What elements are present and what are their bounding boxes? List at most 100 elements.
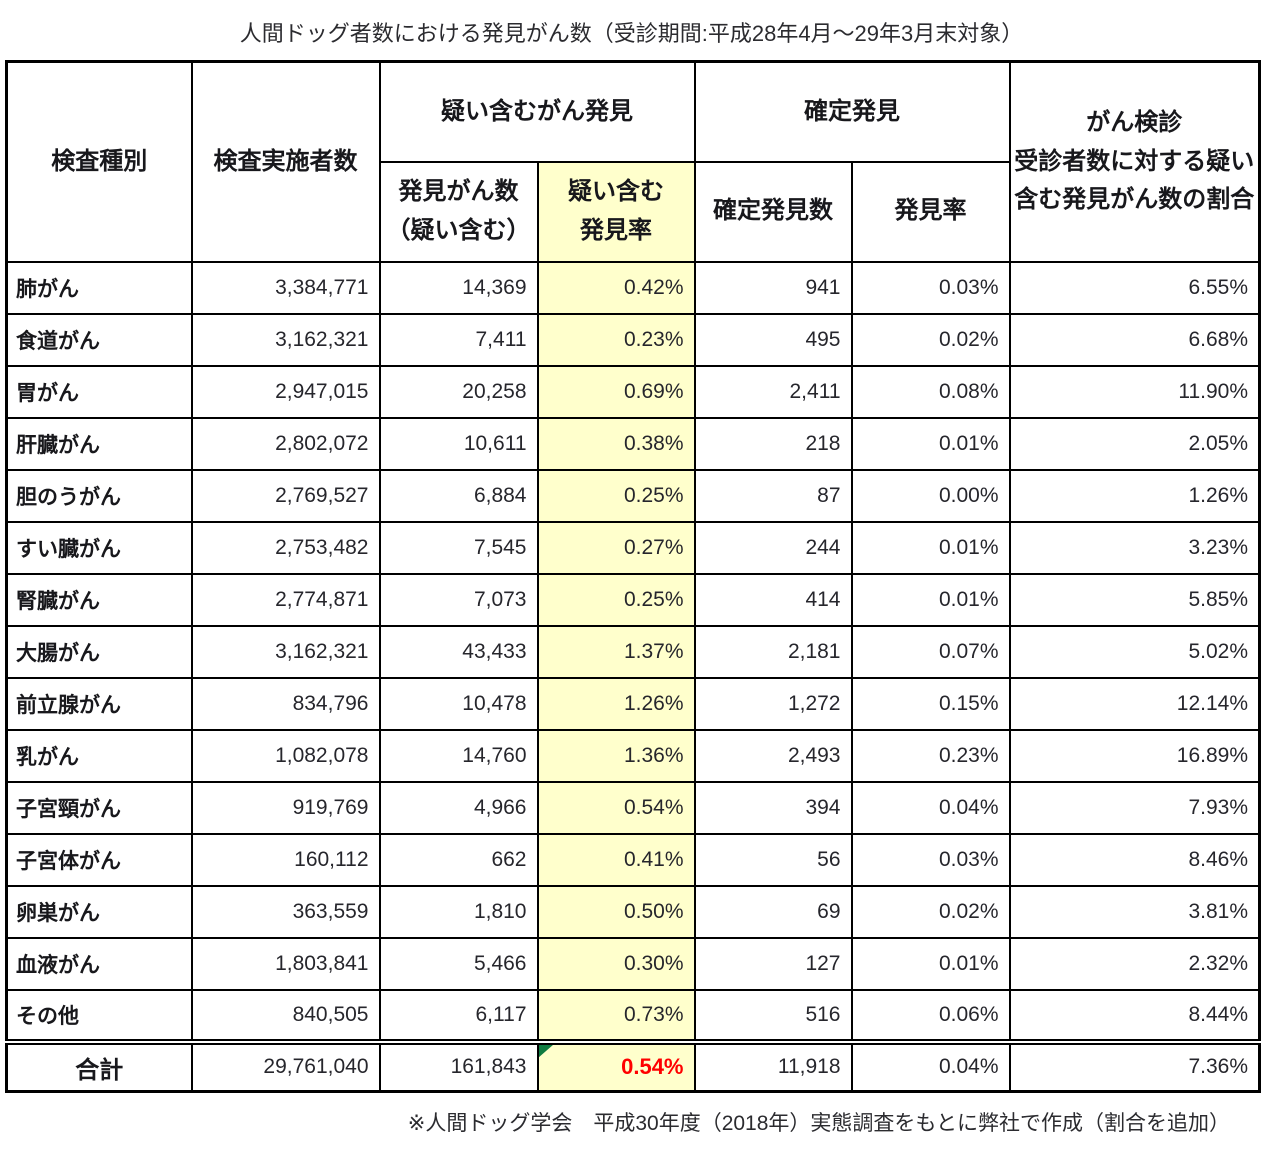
confirmed-count-cell: 516 — [693, 988, 853, 1043]
suspected-rate-cell: 0.41% — [536, 832, 696, 887]
confirmed-group-header: 確定発見 — [693, 60, 1011, 163]
total-row: 合計 29,761,040 161,843 0.54% 11,918 0.04%… — [5, 1038, 1261, 1093]
suspected-rate-cell: 0.23% — [536, 312, 696, 367]
ratio-cell: 6.55% — [1008, 260, 1261, 315]
total-ratio-cell: 7.36% — [1008, 1038, 1261, 1093]
suspected-count-header-line2: （疑い含む） — [386, 216, 531, 244]
suspected-count-cell: 7,545 — [378, 520, 539, 575]
confirmed-rate-cell: 0.01% — [850, 936, 1011, 991]
exam-type-cell: 子宮頸がん — [5, 780, 193, 835]
footnote: ※人間ドッグ学会 平成30年度（2018年）実態調査をもとに弊社で作成（割合を追… — [407, 1112, 1230, 1135]
confirmed-count-cell: 56 — [693, 832, 853, 887]
suspected-rate-cell: 0.69% — [536, 364, 696, 419]
ratio-cell: 1.26% — [1008, 468, 1261, 523]
exam-type-cell: 食道がん — [5, 312, 193, 367]
table-row: その他 840,505 6,117 0.73% 516 0.06% 8.44% — [5, 988, 1261, 1043]
table-row: 血液がん 1,803,841 5,466 0.30% 127 0.01% 2.3… — [5, 936, 1261, 991]
exam-type-cell: 大腸がん — [5, 624, 193, 679]
exam-type-cell: 卵巣がん — [5, 884, 193, 939]
suspected-rate-cell: 0.38% — [536, 416, 696, 471]
ratio-cell: 16.89% — [1008, 728, 1261, 783]
suspected-rate-cell: 0.27% — [536, 520, 696, 575]
ratio-cell: 6.68% — [1008, 312, 1261, 367]
table-row: 子宮頸がん 919,769 4,966 0.54% 394 0.04% 7.93… — [5, 780, 1261, 835]
total-suspected-rate-value: 0.54% — [621, 1054, 684, 1080]
ratio-cell: 11.90% — [1008, 364, 1261, 419]
participants-cell: 834,796 — [190, 676, 381, 731]
confirmed-count-cell: 244 — [693, 520, 853, 575]
participants-cell: 1,082,078 — [190, 728, 381, 783]
total-confirmed-rate-cell: 0.04% — [850, 1038, 1011, 1093]
confirmed-rate-cell: 0.00% — [850, 468, 1011, 523]
ratio-cell: 2.32% — [1008, 936, 1261, 991]
confirmed-rate-cell: 0.01% — [850, 572, 1011, 627]
table-row: 大腸がん 3,162,321 43,433 1.37% 2,181 0.07% … — [5, 624, 1261, 679]
ratio-cell: 2.05% — [1008, 416, 1261, 471]
suspected-rate-cell: 1.37% — [536, 624, 696, 679]
suspected-count-header: 発見がん数 （疑い含む） — [378, 160, 539, 263]
cancer-detection-table: 検査種別 検査実施者数 疑い含むがん発見 確定発見 がん検診 受診者数に対する疑… — [5, 60, 1261, 1093]
confirmed-rate-cell: 0.06% — [850, 988, 1011, 1043]
confirmed-rate-cell: 0.15% — [850, 676, 1011, 731]
suspected-count-cell: 6,884 — [378, 468, 539, 523]
exam-type-cell: 胆のうがん — [5, 468, 193, 523]
confirmed-count-header: 確定発見数 — [693, 160, 853, 263]
ratio-cell: 5.85% — [1008, 572, 1261, 627]
confirmed-count-cell: 495 — [693, 312, 853, 367]
participants-cell: 2,947,015 — [190, 364, 381, 419]
confirmed-rate-cell: 0.08% — [850, 364, 1011, 419]
suspected-rate-cell: 0.25% — [536, 468, 696, 523]
ratio-header-line3: 含む発見がん数の割合 — [1014, 185, 1255, 213]
exam-type-cell: その他 — [5, 988, 193, 1043]
confirmed-rate-cell: 0.02% — [850, 884, 1011, 939]
ratio-cell: 5.02% — [1008, 624, 1261, 679]
suspected-rate-cell: 1.26% — [536, 676, 696, 731]
participants-header: 検査実施者数 — [190, 60, 381, 263]
suspected-count-header-line1: 発見がん数 — [398, 178, 519, 206]
participants-cell: 2,802,072 — [190, 416, 381, 471]
suspected-rate-header-line1: 疑い含む — [568, 178, 664, 206]
suspected-count-cell: 4,966 — [378, 780, 539, 835]
confirmed-count-cell: 941 — [693, 260, 853, 315]
total-label-cell: 合計 — [5, 1038, 193, 1093]
confirmed-rate-header: 発見率 — [850, 160, 1011, 263]
suspected-count-cell: 43,433 — [378, 624, 539, 679]
table-row: 食道がん 3,162,321 7,411 0.23% 495 0.02% 6.6… — [5, 312, 1261, 367]
suspected-rate-cell: 0.50% — [536, 884, 696, 939]
confirmed-count-cell: 69 — [693, 884, 853, 939]
ratio-cell: 3.81% — [1008, 884, 1261, 939]
participants-cell: 363,559 — [190, 884, 381, 939]
participants-cell: 3,384,771 — [190, 260, 381, 315]
suspected-rate-header-line2: 発見率 — [580, 216, 652, 244]
confirmed-rate-cell: 0.02% — [850, 312, 1011, 367]
participants-cell: 2,753,482 — [190, 520, 381, 575]
table-row: 卵巣がん 363,559 1,810 0.50% 69 0.02% 3.81% — [5, 884, 1261, 939]
confirmed-count-cell: 87 — [693, 468, 853, 523]
suspected-rate-cell: 1.36% — [536, 728, 696, 783]
suspected-rate-cell: 0.30% — [536, 936, 696, 991]
exam-type-cell: 肝臓がん — [5, 416, 193, 471]
suspected-count-cell: 7,073 — [378, 572, 539, 627]
suspected-count-cell: 10,478 — [378, 676, 539, 731]
confirmed-rate-cell: 0.01% — [850, 416, 1011, 471]
suspected-rate-cell: 0.54% — [536, 780, 696, 835]
participants-cell: 2,774,871 — [190, 572, 381, 627]
suspected-count-cell: 10,611 — [378, 416, 539, 471]
confirmed-count-cell: 414 — [693, 572, 853, 627]
confirmed-rate-cell: 0.07% — [850, 624, 1011, 679]
total-suspected-count-cell: 161,843 — [378, 1038, 539, 1093]
suspected-count-cell: 20,258 — [378, 364, 539, 419]
confirmed-rate-cell: 0.23% — [850, 728, 1011, 783]
exam-type-cell: 腎臓がん — [5, 572, 193, 627]
table-row: 腎臓がん 2,774,871 7,073 0.25% 414 0.01% 5.8… — [5, 572, 1261, 627]
green-corner-marker-icon — [539, 1047, 554, 1058]
ratio-cell: 8.46% — [1008, 832, 1261, 887]
participants-cell: 2,769,527 — [190, 468, 381, 523]
table-row: 胆のうがん 2,769,527 6,884 0.25% 87 0.00% 1.2… — [5, 468, 1261, 523]
suspected-count-cell: 1,810 — [378, 884, 539, 939]
suspected-rate-header: 疑い含む 発見率 — [536, 160, 696, 263]
ratio-cell: 3.23% — [1008, 520, 1261, 575]
exam-type-cell: 乳がん — [5, 728, 193, 783]
exam-type-cell: 胃がん — [5, 364, 193, 419]
